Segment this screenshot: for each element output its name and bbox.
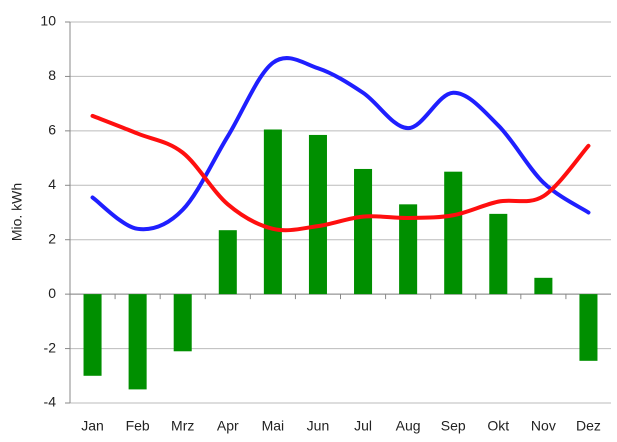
y-tick-label: 6 xyxy=(48,122,56,138)
bar xyxy=(83,294,102,376)
bar xyxy=(218,230,237,295)
y-tick-label: 0 xyxy=(48,285,56,301)
bar xyxy=(308,134,327,295)
x-tick-label: Apr xyxy=(217,418,239,434)
x-tick-label: Sep xyxy=(441,418,466,434)
bar xyxy=(128,294,147,390)
bar xyxy=(263,129,282,295)
x-tick-label: Mai xyxy=(262,418,285,434)
y-axis-label: Mio. kWh xyxy=(9,183,25,241)
bar xyxy=(444,171,463,295)
y-tick-label: 4 xyxy=(48,176,56,192)
x-tick-label: Feb xyxy=(126,418,150,434)
x-tick-label: Jul xyxy=(354,418,372,434)
line xyxy=(90,113,591,233)
y-tick-label: 8 xyxy=(48,67,56,83)
x-tick-label: Dez xyxy=(576,418,601,434)
bar xyxy=(354,168,373,295)
x-tick-label: Nov xyxy=(531,418,556,434)
y-tick-label: 10 xyxy=(40,13,56,29)
x-tick-label: Mrz xyxy=(171,418,194,434)
bar xyxy=(399,204,418,295)
bar xyxy=(173,294,192,352)
bar xyxy=(534,277,553,295)
bar xyxy=(489,213,508,295)
line xyxy=(90,56,591,232)
bar xyxy=(579,294,598,361)
y-tick-label: -2 xyxy=(44,339,57,355)
x-tick-label: Aug xyxy=(396,418,421,434)
x-tick-label: Jun xyxy=(307,418,330,434)
y-tick-label: 2 xyxy=(48,230,56,246)
y-tick-label: -4 xyxy=(44,394,57,410)
x-tick-label: Jan xyxy=(81,418,104,434)
x-tick-label: Okt xyxy=(487,418,509,434)
